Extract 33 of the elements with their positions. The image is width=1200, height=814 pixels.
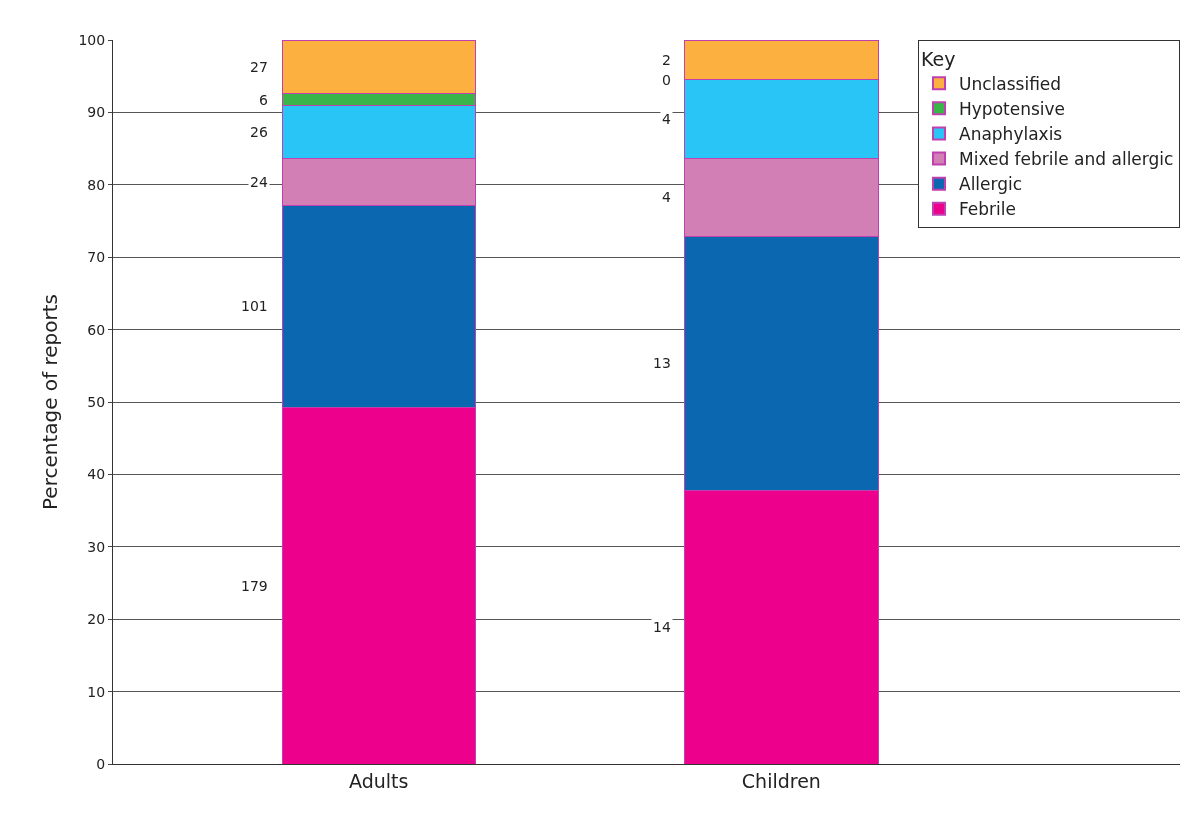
y-tick-label: 100 <box>78 31 106 48</box>
y-tick-label: 30 <box>87 538 106 555</box>
annotation: 4 <box>662 189 671 205</box>
annotation: 24 <box>250 174 268 190</box>
annotation: 2 <box>662 52 671 68</box>
x-tick-label: Children <box>741 769 821 792</box>
annotation: 13 <box>653 355 671 371</box>
annotation: 26 <box>250 124 268 140</box>
y-tick-label: 50 <box>87 393 106 410</box>
y-tick-label: 40 <box>87 466 106 483</box>
annotation: 6 <box>259 92 268 108</box>
x-tick-label: Adults <box>349 769 409 792</box>
annotation: 27 <box>250 59 268 75</box>
y-tick-label: 10 <box>87 683 106 700</box>
legend-label: Febrile <box>959 199 1016 220</box>
y-tick-label: 20 <box>87 611 106 628</box>
annotation: 14 <box>653 619 671 635</box>
y-tick-label: 90 <box>87 104 106 121</box>
legend-title: Key <box>921 47 956 70</box>
legend-label: Anaphylaxis <box>959 124 1063 145</box>
y-tick-label: 0 <box>96 755 106 772</box>
y-tick-label: 70 <box>87 249 106 266</box>
legend-label: Hypotensive <box>959 98 1066 119</box>
annotation: 4 <box>662 111 671 127</box>
annotation: 179 <box>241 578 268 594</box>
legend-label: Allergic <box>959 174 1023 195</box>
y-tick-label: 80 <box>87 176 106 193</box>
annotation: 0 <box>662 72 671 88</box>
annotation: 101 <box>241 298 268 314</box>
y-tick-label: 60 <box>87 321 106 338</box>
legend-label: Mixed febrile and allergic <box>959 149 1174 170</box>
y-axis-title: Percentage of reports <box>37 293 62 511</box>
legend-label: Unclassified <box>959 73 1062 94</box>
